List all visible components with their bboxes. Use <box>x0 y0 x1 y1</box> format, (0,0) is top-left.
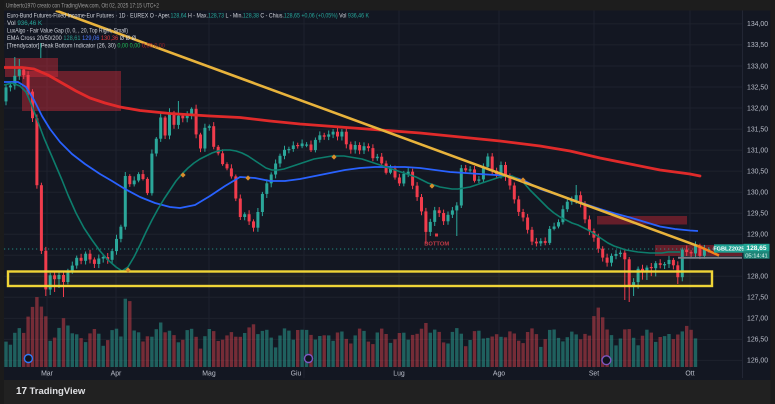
svg-text:129,50: 129,50 <box>747 211 768 218</box>
svg-text:Mar: Mar <box>41 371 54 378</box>
svg-text:130,00: 130,00 <box>747 190 768 197</box>
svg-text:Lug: Lug <box>393 371 405 378</box>
svg-text:Umberto1970 creato con Trading: Umberto1970 creato con TradingView.com, … <box>6 4 160 10</box>
svg-text:128,65: 128,65 <box>746 245 767 252</box>
svg-text:Mag: Mag <box>202 371 216 378</box>
svg-text:Giu: Giu <box>291 371 302 378</box>
svg-text:133,50: 133,50 <box>747 42 768 49</box>
svg-text:130,50: 130,50 <box>747 168 768 175</box>
svg-text:127,00: 127,00 <box>747 316 768 323</box>
svg-text:132,00: 132,00 <box>747 105 768 112</box>
svg-text:131,50: 131,50 <box>747 126 768 133</box>
svg-text:134,00: 134,00 <box>747 21 768 28</box>
svg-text:[Trendycator] Peak Bottom Indi: [Trendycator] Peak Bottom Indicator (26,… <box>7 42 165 49</box>
svg-text:Ago: Ago <box>493 371 505 378</box>
svg-text:EMA Cross 20/50/200 128,61 129: EMA Cross 20/50/200 128,61 129,06 130,36… <box>7 35 136 42</box>
svg-text:TradingView: TradingView <box>30 386 86 397</box>
svg-text:127,50: 127,50 <box>747 295 768 302</box>
svg-text:129,00: 129,00 <box>747 232 768 239</box>
svg-text:BOTTOM: BOTTOM <box>424 242 449 248</box>
svg-text:Ott: Ott <box>685 371 694 378</box>
svg-text:05:14:41: 05:14:41 <box>745 253 768 259</box>
svg-text:Set: Set <box>589 371 599 378</box>
svg-text:LuxAlgo - Fair Value Gap (0, 0: LuxAlgo - Fair Value Gap (0, 0, , 20, To… <box>7 28 128 35</box>
svg-text:FGBLZ2025: FGBLZ2025 <box>713 247 744 253</box>
svg-text:128,00: 128,00 <box>747 274 768 281</box>
svg-text:126,00: 126,00 <box>747 358 768 365</box>
svg-text:132,50: 132,50 <box>747 84 768 91</box>
svg-text:Euro-Bund Futures-Fixed Income: Euro-Bund Futures-Fixed Income-Eur Futur… <box>7 13 370 20</box>
svg-text:Vol 936,46 K: Vol 936,46 K <box>7 20 43 27</box>
svg-text:Apr: Apr <box>111 371 122 378</box>
svg-text:133,00: 133,00 <box>747 63 768 70</box>
svg-text:17: 17 <box>16 386 28 397</box>
svg-text:126,50: 126,50 <box>747 337 768 344</box>
svg-text:131,00: 131,00 <box>747 147 768 154</box>
